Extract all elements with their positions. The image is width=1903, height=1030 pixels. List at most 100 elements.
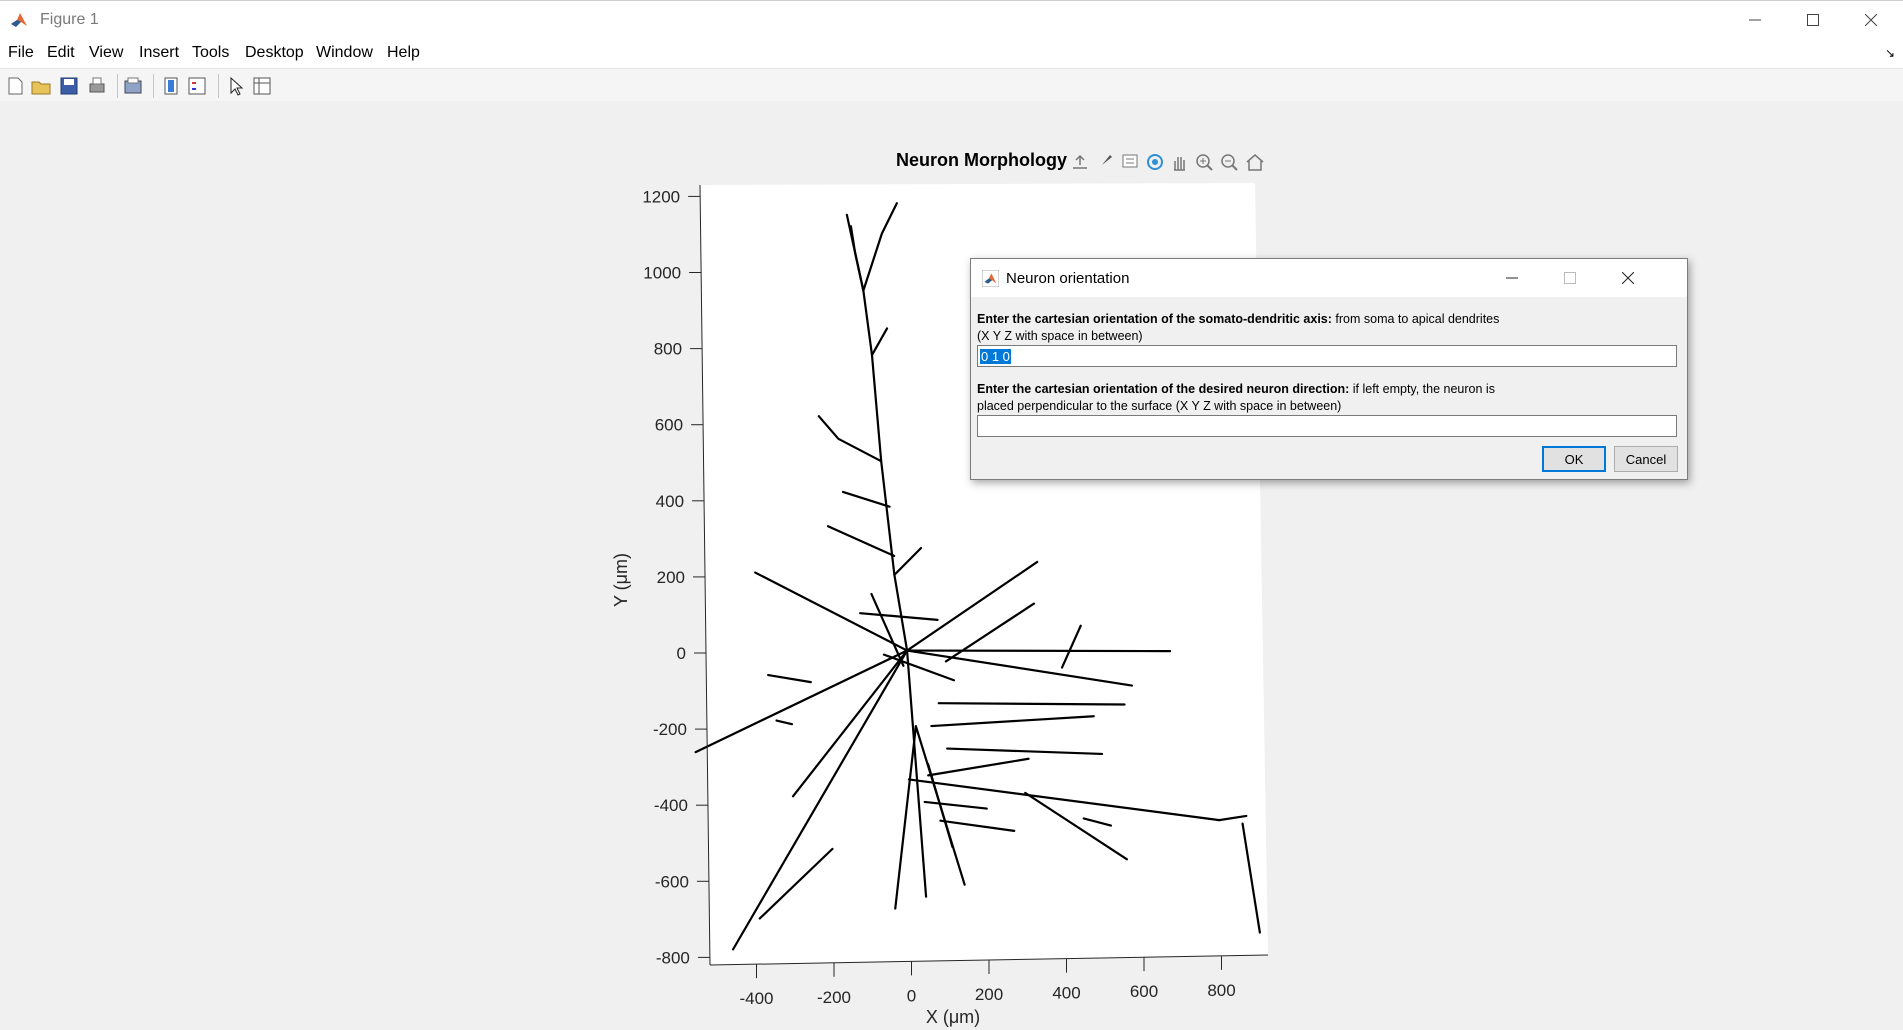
dock-arrow-icon[interactable]: ↘ xyxy=(1884,46,1895,60)
close-icon xyxy=(1622,272,1634,284)
neurite-branch xyxy=(841,490,891,508)
y-axis-line xyxy=(699,184,711,966)
minimize-icon xyxy=(1506,277,1518,279)
rotate-3d-icon[interactable] xyxy=(1144,152,1166,172)
neurite-branch xyxy=(926,762,954,849)
brush-icon[interactable] xyxy=(1094,152,1116,172)
x-axis-label: X (μm) xyxy=(926,1007,980,1027)
neurite-branch xyxy=(862,202,898,292)
minimize-button[interactable] xyxy=(1726,1,1784,39)
print-preview-icon[interactable] xyxy=(122,75,144,97)
axes-toolbar xyxy=(1070,150,1270,174)
edit-plot-icon[interactable] xyxy=(225,75,247,97)
close-icon xyxy=(1865,14,1877,26)
y-tick-label: -200 xyxy=(653,720,687,739)
x-tick-label: 600 xyxy=(1130,982,1158,1001)
menu-file[interactable]: File xyxy=(8,44,34,61)
menu-view[interactable]: View xyxy=(89,44,124,61)
minimize-icon xyxy=(1749,19,1761,21)
neurite-branch xyxy=(859,612,939,621)
new-figure-icon[interactable] xyxy=(4,75,26,97)
prompt-neuron-direction: Enter the cartesian orientation of the d… xyxy=(977,381,1677,415)
neurite-branch xyxy=(826,525,896,557)
ok-button[interactable]: OK xyxy=(1542,446,1606,472)
toolbar-separator xyxy=(153,74,154,98)
window-titlebar: Figure 1 xyxy=(0,0,1903,39)
neurite-branch xyxy=(817,415,883,463)
neurite-branch xyxy=(791,649,909,798)
close-button[interactable] xyxy=(1842,1,1900,39)
x-tick-label: 400 xyxy=(1052,984,1080,1003)
legend-icon[interactable] xyxy=(186,75,208,97)
prompt-text: if left empty, the neuron is xyxy=(1349,382,1495,396)
neurite-branch xyxy=(767,673,812,684)
print-icon[interactable] xyxy=(86,75,108,97)
neurite-branch xyxy=(882,653,956,682)
neurite-branch xyxy=(923,800,988,810)
neurite-branch xyxy=(905,649,1172,653)
somato-dendritic-axis-input[interactable]: 0 1 0 xyxy=(977,345,1677,367)
menu-help[interactable]: Help xyxy=(387,44,420,61)
data-tips-icon[interactable] xyxy=(1119,152,1141,172)
prompt-text: from soma to apical dendrites xyxy=(1331,312,1500,326)
menu-insert[interactable]: Insert xyxy=(139,44,180,61)
neurite-branch xyxy=(905,649,1134,687)
toolbar-separator xyxy=(117,74,118,98)
menu-window[interactable]: Window xyxy=(316,44,373,61)
y-tick-label: 1200 xyxy=(642,187,680,206)
zoom-out-icon[interactable] xyxy=(1219,152,1241,172)
dialog-title: Neuron orientation xyxy=(1006,270,1130,287)
y-tick-label: 800 xyxy=(654,340,682,359)
x-tick-label: -200 xyxy=(817,988,851,1007)
prompt-text: placed perpendicular to the surface (X Y… xyxy=(977,399,1342,413)
y-tick-label: 600 xyxy=(655,416,683,435)
neurite-branch xyxy=(930,715,1095,728)
matlab-logo-icon xyxy=(982,270,999,287)
menu-edit[interactable]: Edit xyxy=(47,44,75,61)
zoom-in-icon[interactable] xyxy=(1194,152,1216,172)
open-file-icon[interactable] xyxy=(30,75,52,97)
matlab-logo-icon xyxy=(11,13,27,27)
y-tick-label: 200 xyxy=(657,568,685,587)
home-icon[interactable] xyxy=(1244,152,1266,172)
y-tick-label: -400 xyxy=(654,796,688,815)
prompt-bold: Enter the cartesian orientation of the s… xyxy=(977,312,1332,326)
neurite-branch xyxy=(937,702,1126,706)
neurite-branch xyxy=(1082,817,1113,827)
save-icon[interactable] xyxy=(58,75,80,97)
neurite-branch xyxy=(939,819,1016,832)
property-inspector-icon[interactable] xyxy=(251,75,273,97)
neurite-branch xyxy=(1218,814,1248,822)
prompt-bold: Enter the cartesian orientation of the d… xyxy=(977,382,1350,396)
input-value: 0 1 0 xyxy=(980,349,1011,364)
maximize-icon xyxy=(1807,14,1819,26)
maximize-button[interactable] xyxy=(1784,1,1842,39)
neurite-branch xyxy=(927,757,1030,777)
colorbar-icon[interactable] xyxy=(160,75,182,97)
neurite-branch xyxy=(694,649,909,754)
neurite-branch xyxy=(870,592,905,667)
dialog-titlebar: Neuron orientation xyxy=(971,259,1687,297)
neurite-branch xyxy=(849,225,865,292)
menu-tools[interactable]: Tools xyxy=(192,44,230,61)
dialog-minimize-button[interactable] xyxy=(1483,259,1541,297)
dialog-maximize-button xyxy=(1541,259,1599,297)
dialog-close-button[interactable] xyxy=(1599,259,1657,297)
cancel-button[interactable]: Cancel xyxy=(1614,446,1678,472)
neurite-branch xyxy=(754,571,909,652)
y-tick-label: 0 xyxy=(677,644,686,663)
neuron-orientation-dialog: Neuron orientation Enter the cartesian o… xyxy=(970,258,1688,480)
neurite-branch xyxy=(758,847,834,920)
toolbar-separator xyxy=(218,74,219,98)
export-icon[interactable] xyxy=(1070,152,1092,172)
neurite-branch xyxy=(1024,791,1129,861)
y-axis-label: Y (μm) xyxy=(611,553,631,607)
maximize-icon xyxy=(1564,272,1576,284)
neurite-branch xyxy=(907,778,1221,822)
menu-desktop[interactable]: Desktop xyxy=(245,44,304,61)
neurite-branch xyxy=(893,546,923,576)
neurite-branch xyxy=(944,602,1036,663)
neuron-direction-input[interactable] xyxy=(977,415,1677,437)
x-tick-label: 0 xyxy=(907,986,916,1005)
pan-icon[interactable] xyxy=(1169,152,1191,172)
